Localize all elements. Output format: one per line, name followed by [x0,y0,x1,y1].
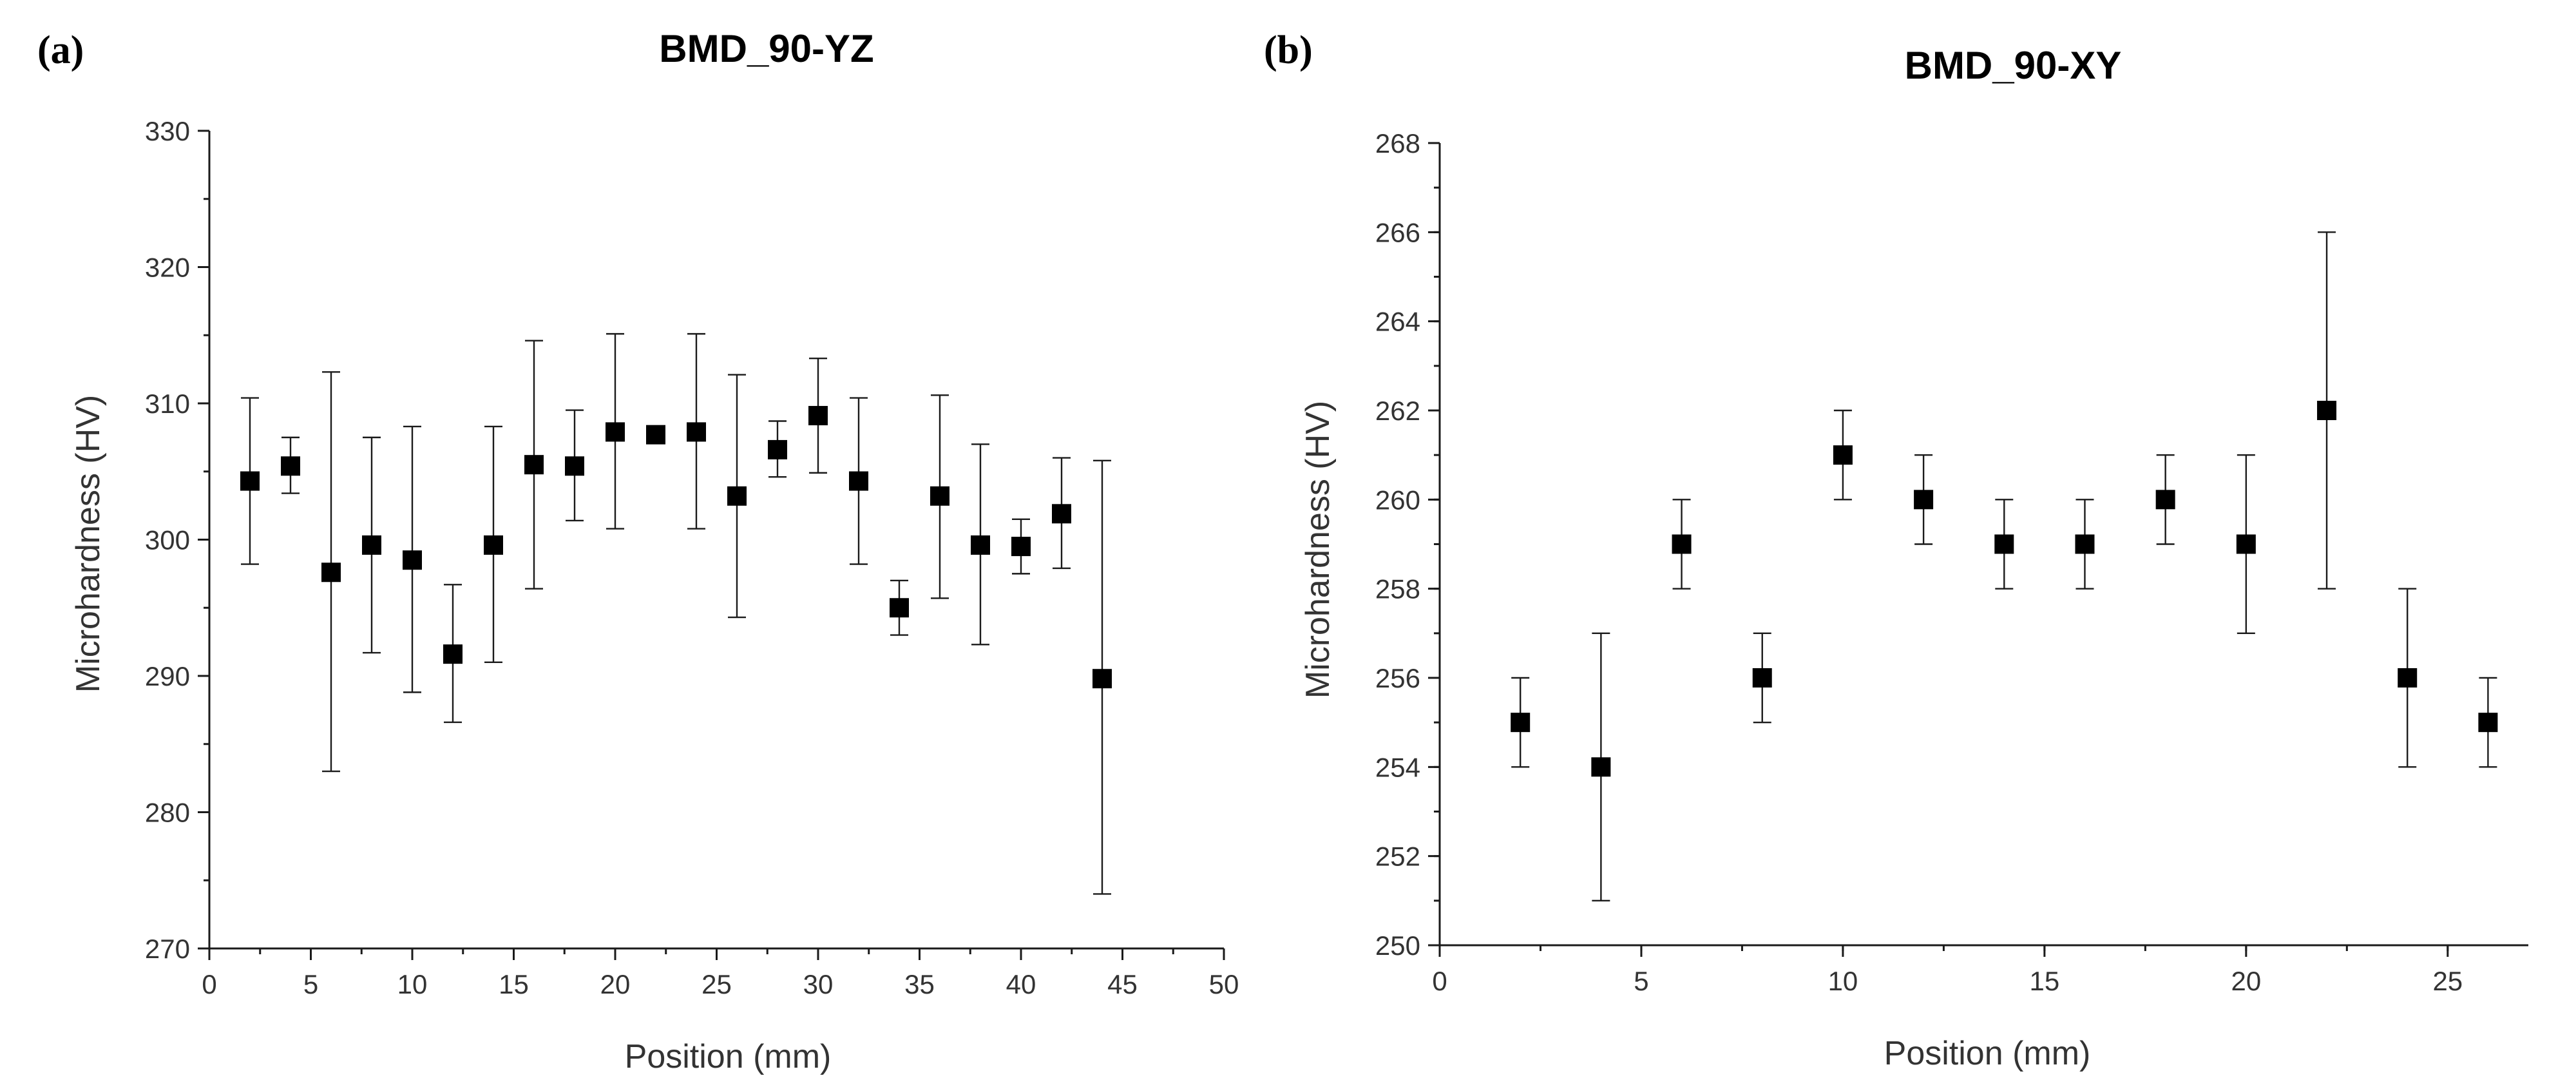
x-axis-label-a: Position (mm) [625,1038,832,1075]
data-point-a [403,550,422,570]
data-point-a [524,455,544,475]
data-point-a [1092,669,1112,689]
y-tick-label-b: 250 [1375,930,1420,961]
y-tick-label-b: 260 [1375,485,1420,515]
y-tick-label-b: 268 [1375,128,1420,159]
x-tick-label-a: 15 [499,969,529,999]
data-point-b [1914,490,1934,510]
data-point-a [768,439,787,459]
y-tick-label-a: 290 [145,661,190,691]
x-tick-label-a: 0 [202,969,216,999]
y-tick-label-a: 320 [145,253,190,283]
data-point-b [2236,534,2256,554]
y-tick-label-b: 258 [1375,574,1420,604]
data-point-a [606,422,625,442]
x-tick-label-a: 50 [1209,969,1239,999]
data-point-a [362,535,381,555]
data-point-b [1833,445,1853,465]
data-point-b [2398,668,2418,688]
x-tick-label-b: 0 [1432,966,1447,996]
panel-b: (b) BMD_90-XY Position (mm) Microhardnes… [1264,28,2528,1072]
data-point-b [1672,534,1692,554]
y-tick-label-a: 270 [145,934,190,964]
x-tick-label-b: 10 [1828,966,1858,996]
data-point-a [1052,504,1071,524]
x-tick-label-b: 15 [2030,966,2060,996]
data-point-a [971,535,990,555]
x-tick-label-b: 25 [2432,966,2463,996]
y-tick-label-a: 280 [145,798,190,828]
x-tick-label-b: 5 [1634,966,1648,996]
y-tick-label-a: 310 [145,389,190,419]
panel-label-a: (a) [37,28,84,72]
data-point-b [1511,713,1531,733]
data-point-a [565,456,584,476]
data-point-b [2478,713,2498,733]
data-point-a [849,471,868,491]
data-point-a [443,644,463,664]
data-point-b [1591,757,1611,777]
y-tick-label-a: 330 [145,116,190,146]
data-point-a [727,486,747,506]
data-point-a [930,486,949,506]
data-point-a [808,406,828,426]
data-point-b [2075,534,2095,554]
plot-area-b: 250 252 254 256 258 260 262 264 266 268 0 5 10 15 20 25 [1375,128,2528,996]
x-axis-label-b: Position (mm) [1884,1035,2091,1072]
data-point-a [890,598,909,618]
plot-area-a: 270 280 290 300 310 320 330 0 5 10 15 20 25 30 35 40 45 5… [145,116,1239,999]
data-point-a [687,422,706,442]
y-tick-label-b: 264 [1375,307,1420,337]
panel-label-b: (b) [1264,28,1313,72]
data-point-a [281,456,300,476]
y-tick-label-b: 252 [1375,842,1420,872]
data-point-a [646,425,665,445]
chart-title-b: BMD_90-XY [1905,44,2122,87]
data-point-b [2317,401,2337,420]
data-point-a [484,535,503,555]
y-axis-label-a: Microhardness (HV) [70,395,107,693]
y-tick-label-b: 254 [1375,752,1420,782]
y-tick-label-b: 256 [1375,663,1420,693]
x-tick-label-a: 10 [397,969,428,999]
x-tick-label-b: 20 [2231,966,2261,996]
panel-a: (a) BMD_90-YZ Position (mm) Microhardnes… [37,27,1239,1075]
y-tick-label-a: 300 [145,525,190,555]
chart-title-a: BMD_90-YZ [659,27,873,70]
x-tick-label-a: 30 [803,969,834,999]
x-tick-label-a: 5 [303,969,318,999]
x-tick-label-a: 25 [701,969,732,999]
x-tick-label-a: 45 [1107,969,1138,999]
x-tick-label-a: 20 [600,969,631,999]
data-point-a [1011,537,1031,557]
x-tick-label-a: 40 [1006,969,1036,999]
data-point-a [321,563,341,582]
data-point-a [240,471,260,491]
data-point-b [2155,490,2175,510]
y-axis-label-b: Microhardness (HV) [1299,401,1337,698]
data-point-b [1994,534,2014,554]
data-point-b [1752,668,1772,688]
y-tick-label-b: 266 [1375,217,1420,247]
x-tick-label-a: 35 [904,969,935,999]
y-tick-label-b: 262 [1375,396,1420,426]
